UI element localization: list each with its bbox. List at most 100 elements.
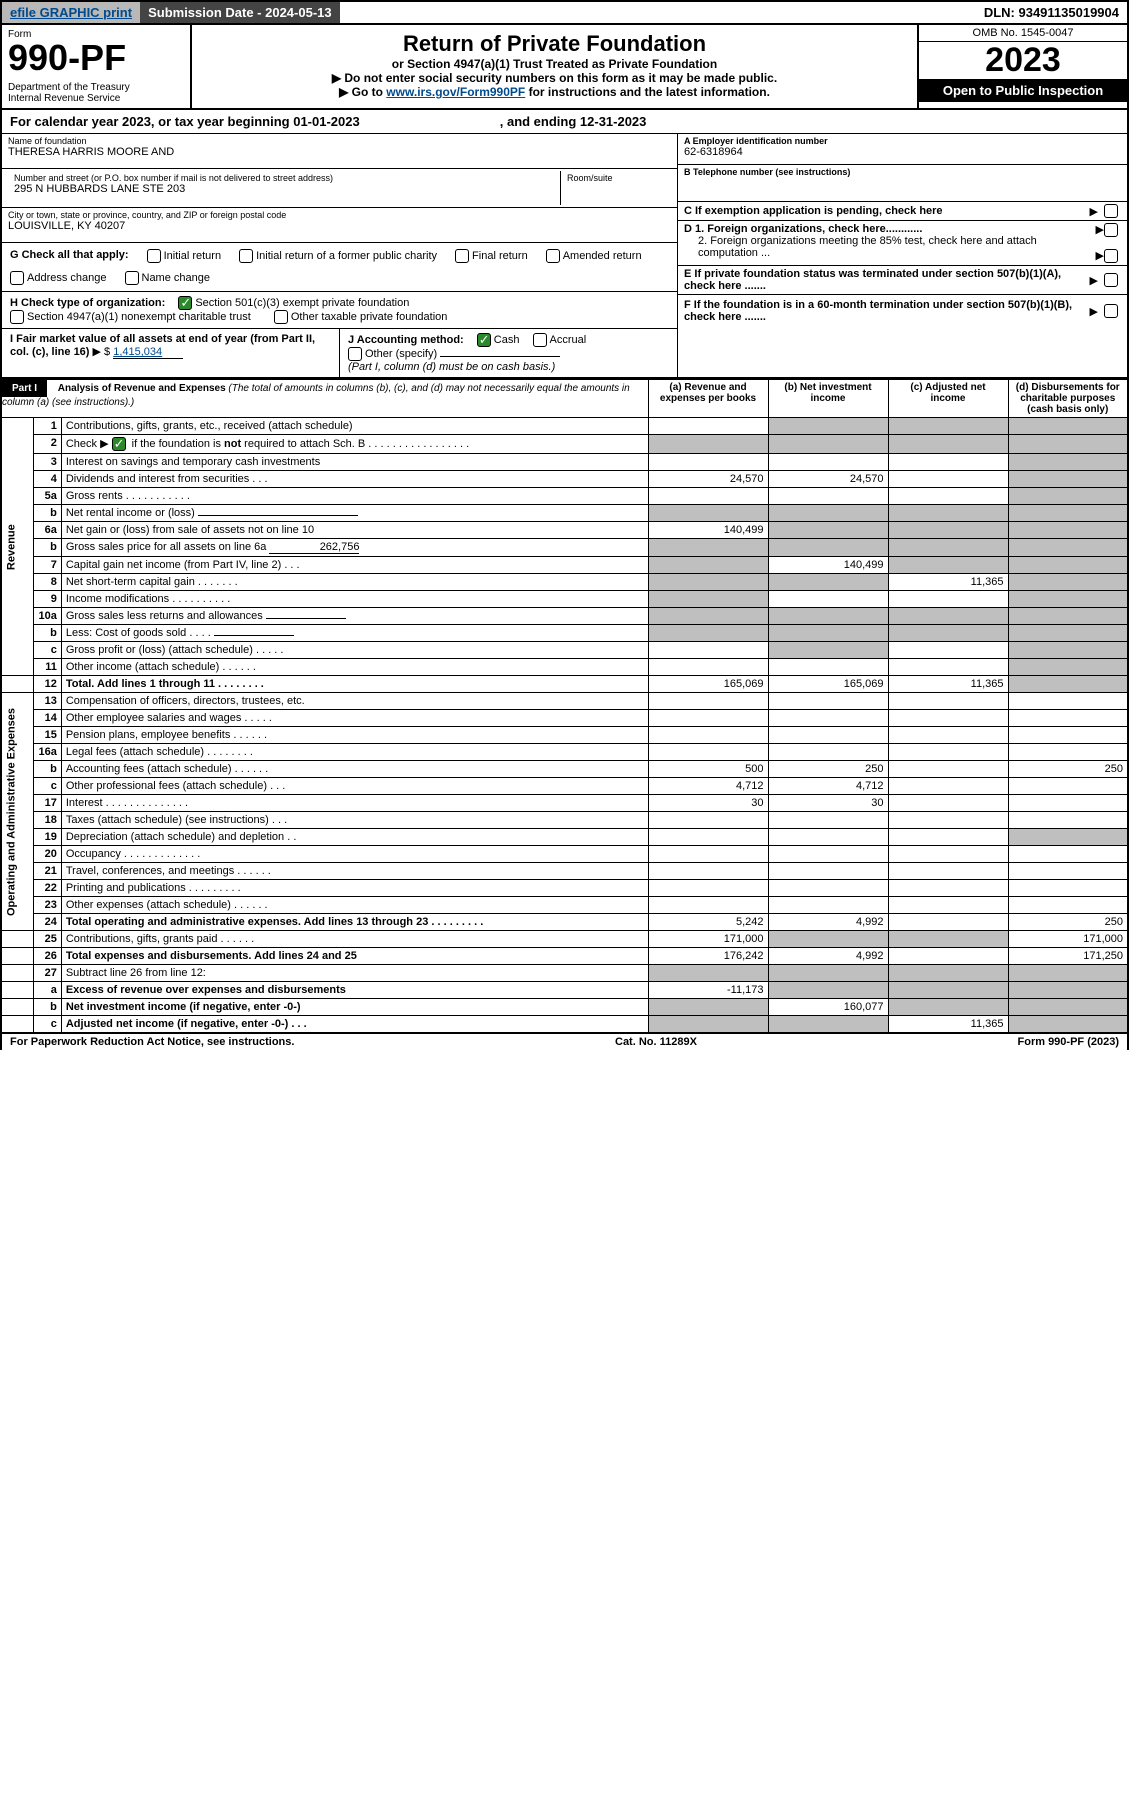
- line-16c: Other professional fees (attach schedule…: [61, 778, 648, 795]
- line-26: Total expenses and disbursements. Add li…: [61, 948, 648, 965]
- l24-b: 4,992: [768, 914, 888, 931]
- form-subtitle: or Section 4947(a)(1) Trust Treated as P…: [202, 57, 907, 71]
- h-501c3[interactable]: Section 501(c)(3) exempt private foundat…: [178, 297, 409, 309]
- city-state-zip: LOUISVILLE, KY 40207: [8, 220, 671, 232]
- line-10b: Less: Cost of goods sold . . . .: [61, 625, 648, 642]
- e-label: E If private foundation status was termi…: [684, 268, 1090, 292]
- line-19: Depreciation (attach schedule) and deple…: [61, 829, 648, 846]
- schb-checkbox[interactable]: [112, 437, 126, 451]
- j-accrual[interactable]: Accrual: [533, 334, 587, 346]
- line-18: Taxes (attach schedule) (see instruction…: [61, 812, 648, 829]
- c-label: C If exemption application is pending, c…: [684, 205, 1090, 217]
- col-d-header: (d) Disbursements for charitable purpose…: [1008, 380, 1128, 418]
- line-1: Contributions, gifts, grants, etc., rece…: [61, 418, 648, 435]
- h-4947[interactable]: Section 4947(a)(1) nonexempt charitable …: [10, 311, 251, 323]
- tel-label: B Telephone number (see instructions): [684, 167, 1121, 177]
- g-addr-change[interactable]: Address change: [10, 271, 107, 285]
- line-6a: Net gain or (loss) from sale of assets n…: [61, 522, 648, 539]
- j-cash[interactable]: Cash: [477, 334, 520, 346]
- i-fmv-value[interactable]: 1,415,034: [113, 346, 183, 359]
- city-label: City or town, state or province, country…: [8, 210, 671, 220]
- addr-label: Number and street (or P.O. box number if…: [14, 173, 554, 183]
- line-16a: Legal fees (attach schedule) . . . . . .…: [61, 744, 648, 761]
- dept-treasury: Department of the Treasury Internal Reve…: [8, 82, 184, 104]
- top-bar: efile GRAPHIC print Submission Date - 20…: [0, 0, 1129, 25]
- part1-title: Analysis of Revenue and Expenses: [58, 383, 226, 394]
- line-25: Contributions, gifts, grants paid . . . …: [61, 931, 648, 948]
- d2-checkbox[interactable]: [1104, 249, 1118, 263]
- form-ref: Form 990-PF (2023): [1018, 1036, 1120, 1048]
- col-b-header: (b) Net investment income: [768, 380, 888, 418]
- g-final[interactable]: Final return: [455, 249, 528, 263]
- line-17: Interest . . . . . . . . . . . . . .: [61, 795, 648, 812]
- ein-label: A Employer identification number: [684, 136, 1121, 146]
- street-address: 295 N HUBBARDS LANE STE 203: [14, 183, 554, 195]
- j-note: (Part I, column (d) must be on cash basi…: [348, 361, 555, 373]
- g-initial-former[interactable]: Initial return of a former public charit…: [239, 249, 437, 263]
- line-16b: Accounting fees (attach schedule) . . . …: [61, 761, 648, 778]
- g-initial[interactable]: Initial return: [147, 249, 221, 263]
- line-15: Pension plans, employee benefits . . . .…: [61, 727, 648, 744]
- line-10c: Gross profit or (loss) (attach schedule)…: [61, 642, 648, 659]
- l25-a: 171,000: [648, 931, 768, 948]
- efile-print[interactable]: efile GRAPHIC print: [2, 2, 140, 23]
- col-c-header: (c) Adjusted net income: [888, 380, 1008, 418]
- l17-a: 30: [648, 795, 768, 812]
- e-checkbox[interactable]: [1104, 273, 1118, 287]
- l26-d: 171,250: [1008, 948, 1128, 965]
- l25-d: 171,000: [1008, 931, 1128, 948]
- col-a-header: (a) Revenue and expenses per books: [648, 380, 768, 418]
- l24-d: 250: [1008, 914, 1128, 931]
- l4-b: 24,570: [768, 471, 888, 488]
- line-23: Other expenses (attach schedule) . . . .…: [61, 897, 648, 914]
- line-4: Dividends and interest from securities .…: [61, 471, 648, 488]
- g-name-change[interactable]: Name change: [125, 271, 211, 285]
- form-title: Return of Private Foundation: [202, 31, 907, 57]
- l26-b: 4,992: [768, 948, 888, 965]
- h-other-tax[interactable]: Other taxable private foundation: [274, 311, 448, 323]
- l12-a: 165,069: [648, 676, 768, 693]
- line-11: Other income (attach schedule) . . . . .…: [61, 659, 648, 676]
- irs-link[interactable]: www.irs.gov/Form990PF: [386, 85, 525, 99]
- line-10a: Gross sales less returns and allowances: [61, 608, 648, 625]
- footer: For Paperwork Reduction Act Notice, see …: [0, 1034, 1129, 1050]
- f-checkbox[interactable]: [1104, 304, 1118, 318]
- foundation-name: THERESA HARRIS MOORE AND: [8, 146, 671, 158]
- l6a-a: 140,499: [648, 522, 768, 539]
- l4-a: 24,570: [648, 471, 768, 488]
- form-header: Form 990-PF Department of the Treasury I…: [0, 25, 1129, 110]
- f-label: F If the foundation is in a 60-month ter…: [684, 299, 1090, 323]
- l12-b: 165,069: [768, 676, 888, 693]
- line-27: Subtract line 26 from line 12:: [61, 965, 648, 982]
- line-21: Travel, conferences, and meetings . . . …: [61, 863, 648, 880]
- line-3: Interest on savings and temporary cash i…: [61, 454, 648, 471]
- line-27b: Net investment income (if negative, ente…: [61, 999, 648, 1016]
- d1-checkbox[interactable]: [1104, 223, 1118, 237]
- l7-b: 140,499: [768, 557, 888, 574]
- cat-no: Cat. No. 11289X: [615, 1036, 697, 1048]
- l27a-a: -11,173: [648, 982, 768, 999]
- l8-c: 11,365: [888, 574, 1008, 591]
- ein-value: 62-6318964: [684, 146, 1121, 158]
- paperwork-notice: For Paperwork Reduction Act Notice, see …: [10, 1036, 294, 1048]
- name-label: Name of foundation: [8, 136, 671, 146]
- l16b-a: 500: [648, 761, 768, 778]
- j-other[interactable]: Other (specify): [348, 348, 437, 360]
- omb-no: OMB No. 1545-0047: [919, 25, 1127, 42]
- tax-year: 2023: [919, 42, 1127, 79]
- line-2: Check ▶ if the foundation is not require…: [61, 435, 648, 454]
- d2-label: 2. Foreign organizations meeting the 85%…: [684, 235, 1096, 259]
- line-22: Printing and publications . . . . . . . …: [61, 880, 648, 897]
- c-checkbox[interactable]: [1104, 204, 1118, 218]
- g-label: G Check all that apply:: [10, 249, 129, 263]
- line-12: Total. Add lines 1 through 11 . . . . . …: [61, 676, 648, 693]
- g-amended[interactable]: Amended return: [546, 249, 642, 263]
- submission-date: Submission Date - 2024-05-13: [140, 2, 340, 23]
- line-13: Compensation of officers, directors, tru…: [61, 693, 648, 710]
- line-5b: Net rental income or (loss): [61, 505, 648, 522]
- line-7: Capital gain net income (from Part IV, l…: [61, 557, 648, 574]
- l16b-b: 250: [768, 761, 888, 778]
- d1-label: D 1. Foreign organizations, check here..…: [684, 223, 1096, 235]
- section-g: G Check all that apply: Initial return I…: [2, 243, 677, 292]
- h-label: H Check type of organization:: [10, 297, 165, 309]
